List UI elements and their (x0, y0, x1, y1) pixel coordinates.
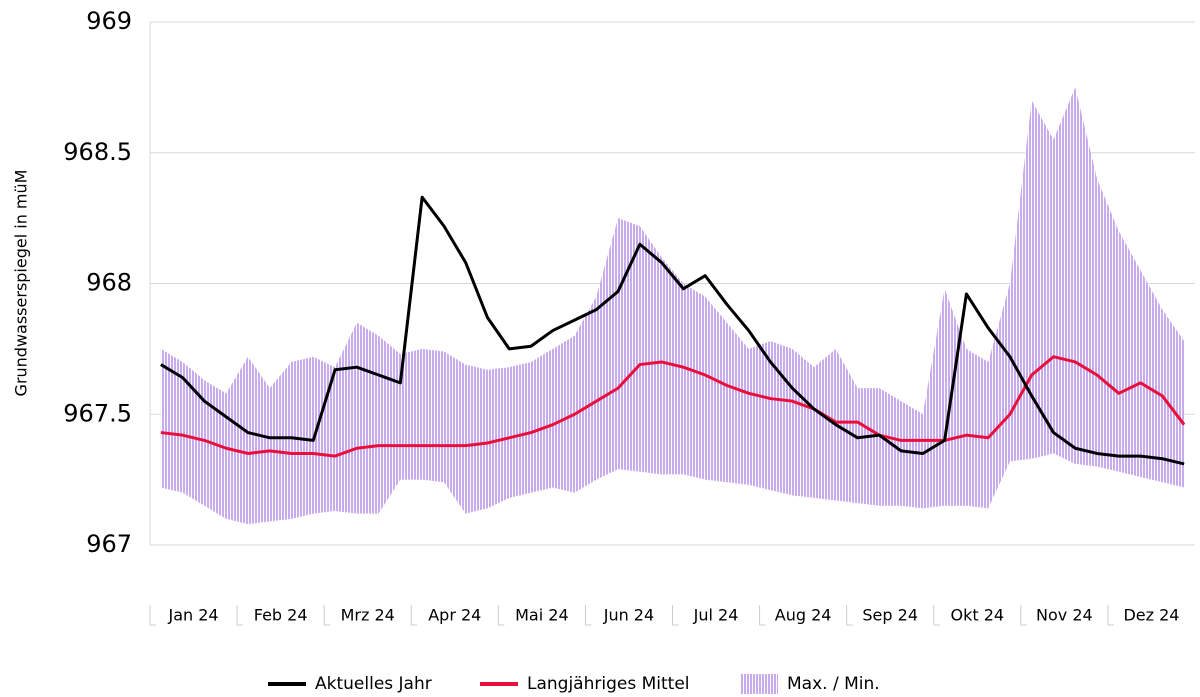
legend-label: Max. / Min. (787, 674, 880, 694)
range-band (160, 87, 1185, 525)
x-tick-label: Okt 24 (951, 606, 1005, 625)
y-tick-label: 967.5 (63, 399, 132, 427)
x-tick-label: Jun 24 (603, 606, 654, 625)
x-tick-label: Jul 24 (693, 606, 739, 625)
line (160, 195, 1185, 466)
y-tick-label: 969 (86, 7, 132, 35)
line (160, 355, 1186, 458)
y-tick-label: 968 (86, 269, 132, 297)
x-tick-label: Sep 24 (862, 606, 918, 625)
x-tick-label: Apr 24 (428, 606, 481, 625)
y-tick-label: 967 (86, 530, 132, 558)
x-tick-label: Nov 24 (1036, 606, 1093, 625)
x-tick-label: Mrz 24 (341, 606, 395, 625)
legend-swatch (740, 674, 778, 694)
x-tick-label: Mai 24 (515, 606, 569, 625)
x-tick-label: Feb 24 (254, 606, 308, 625)
legend-label: Aktuelles Jahr (315, 674, 432, 694)
x-tick-label: Aug 24 (775, 606, 832, 625)
y-tick-label: 968.5 (63, 138, 132, 166)
legend-label: Langjähriges Mittel (527, 674, 690, 694)
x-tick-label: Jan 24 (167, 606, 218, 625)
y-axis-label: Grundwasserspiegel in müM (12, 170, 31, 397)
x-tick-label: Dez 24 (1123, 606, 1179, 625)
